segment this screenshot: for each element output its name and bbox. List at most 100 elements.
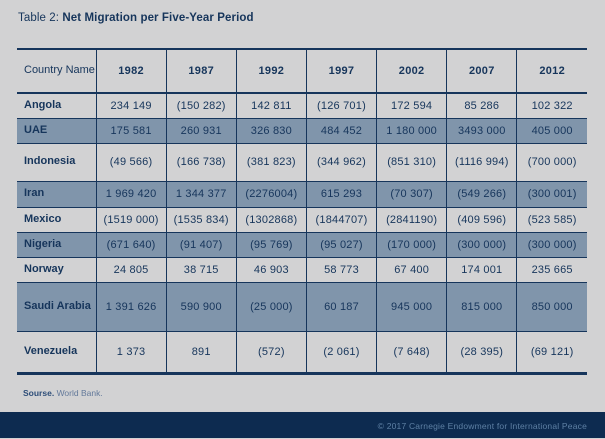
- value-cell: (300 000): [516, 232, 587, 257]
- value-cell: (2841190): [376, 207, 447, 232]
- country-name-cell: UAE: [24, 123, 48, 136]
- value-cell: (1302868): [235, 207, 307, 232]
- table-title-prefix: Table 2:: [18, 12, 63, 24]
- value-cell: 850 000: [516, 282, 587, 331]
- source-label: Sourse.: [23, 388, 55, 398]
- value-cell: 60 187: [305, 282, 377, 331]
- country-name-cell: Angola: [24, 99, 62, 112]
- value-cell: (300 001): [516, 181, 587, 207]
- value-cell: (95 027): [305, 232, 377, 257]
- value-cell: 175 581: [95, 118, 167, 143]
- country-name-cell: Iran: [24, 187, 45, 200]
- copyright-text: © 2017 Carnegie Endowment for Internatio…: [377, 421, 587, 431]
- value-cell: 142 811: [235, 93, 307, 118]
- table-row: Angola 234 149 (150 282) 142 811 (126 701) 17…: [17, 93, 587, 118]
- value-cell: (851 310): [376, 143, 447, 181]
- country-name-cell: Nigeria: [24, 237, 62, 250]
- value-cell: 3493 000: [446, 118, 517, 143]
- value-cell: (523 585): [516, 207, 587, 232]
- column-header-year: 1987: [165, 49, 237, 93]
- value-cell: (549 266): [446, 181, 517, 207]
- value-cell: (49 566): [95, 143, 167, 181]
- value-cell: (91 407): [165, 232, 237, 257]
- value-cell: 172 594: [376, 93, 447, 118]
- table-header: Country Name 1982 1987 1992 1997 2002 2007 2012: [17, 49, 587, 93]
- value-cell: (170 000): [376, 232, 447, 257]
- column-header-year: 1982: [95, 49, 167, 93]
- value-cell: 484 452: [305, 118, 377, 143]
- value-cell: 46 903: [235, 257, 307, 282]
- country-name-cell: Saudi Arabia: [24, 299, 91, 312]
- value-cell: 38 715: [165, 257, 237, 282]
- value-cell: 1 969 420: [95, 181, 167, 207]
- value-cell: 615 293: [305, 181, 377, 207]
- net-migration-table: Country Name 1982 1987 1992 1997 2002 2007 2012…: [17, 48, 587, 375]
- value-cell: (700 000): [516, 143, 587, 181]
- value-cell: 235 665: [516, 257, 587, 282]
- column-header-year: 1997: [305, 49, 377, 93]
- value-cell: (381 823): [235, 143, 307, 181]
- value-cell: 260 931: [165, 118, 237, 143]
- value-cell: (1116 994): [446, 143, 517, 181]
- table-row: Venezuela 1 373 891 (572) (2 061) (7 648) (28 …: [17, 331, 587, 373]
- value-cell: (671 640): [95, 232, 167, 257]
- country-name-cell: Norway: [24, 262, 64, 275]
- value-cell: (2 061): [305, 331, 377, 373]
- country-name-cell: Indonesia: [24, 155, 76, 168]
- value-cell: (2276004): [235, 181, 307, 207]
- value-cell: (95 769): [235, 232, 307, 257]
- column-header-country: Country Name: [24, 64, 95, 77]
- value-cell: (300 000): [446, 232, 517, 257]
- value-cell: (166 738): [165, 143, 237, 181]
- footer-bar: © 2017 Carnegie Endowment for Internatio…: [0, 412, 605, 438]
- value-cell: (344 962): [305, 143, 377, 181]
- value-cell: (1535 834): [165, 207, 237, 232]
- table-title-text: Net Migration per Five-Year Period: [62, 12, 254, 24]
- value-cell: 174 001: [446, 257, 517, 282]
- country-name-cell: Venezuela: [24, 344, 78, 357]
- value-cell: (1519 000): [95, 207, 167, 232]
- value-cell: (28 395): [446, 331, 517, 373]
- value-cell: (409 596): [446, 207, 517, 232]
- column-header-year: 2002: [376, 49, 447, 93]
- value-cell: (1844707): [305, 207, 377, 232]
- value-cell: 102 322: [516, 93, 587, 118]
- value-cell: 891: [165, 331, 237, 373]
- value-cell: 1 180 000: [376, 118, 447, 143]
- value-cell: 1 391 626: [95, 282, 167, 331]
- country-name-cell: Mexico: [24, 212, 62, 225]
- value-cell: 326 830: [235, 118, 307, 143]
- value-cell: 815 000: [446, 282, 517, 331]
- table-row: Iran 1 969 420 1 344 377 (2276004) 615 293 (7…: [17, 181, 587, 207]
- column-header-year: 2012: [516, 49, 587, 93]
- value-cell: (69 121): [516, 331, 587, 373]
- table-row: Saudi Arabia 1 391 626 590 900 (25 000) 60 1…: [17, 282, 587, 331]
- value-cell: 590 900: [165, 282, 237, 331]
- value-cell: 67 400: [376, 257, 447, 282]
- value-cell: (7 648): [376, 331, 447, 373]
- table-row: Indonesia (49 566) (166 738) (381 823) (344 …: [17, 143, 587, 181]
- value-cell: (70 307): [376, 181, 447, 207]
- value-cell: 234 149: [95, 93, 167, 118]
- value-cell: 1 373: [95, 331, 167, 373]
- table-row: UAE 175 581 260 931 326 830 484 452 1 180 000…: [17, 118, 587, 143]
- value-cell: (150 282): [165, 93, 237, 118]
- table-row: Norway 24 805 38 715 46 903 58 773 67 400 174 …: [17, 257, 587, 282]
- value-cell: (126 701): [305, 93, 377, 118]
- value-cell: (25 000): [235, 282, 307, 331]
- value-cell: (572): [235, 331, 307, 373]
- table-row: Mexico (1519 000) (1535 834) (1302868) (1844…: [17, 207, 587, 232]
- source-text: World Bank.: [56, 388, 103, 398]
- table-header-row: Country Name 1982 1987 1992 1997 2002 2007 2012: [17, 49, 587, 93]
- value-cell: 24 805: [95, 257, 167, 282]
- table-title: Table 2: Net Migration per Five-Year Per…: [18, 12, 254, 24]
- value-cell: 945 000: [376, 282, 447, 331]
- value-cell: 58 773: [305, 257, 377, 282]
- source-note: Sourse. World Bank.: [23, 388, 103, 398]
- column-header-year: 2007: [446, 49, 517, 93]
- value-cell: 85 286: [446, 93, 517, 118]
- value-cell: 1 344 377: [165, 181, 237, 207]
- table-row: Nigeria (671 640) (91 407) (95 769) (95 027)…: [17, 232, 587, 257]
- value-cell: 405 000: [516, 118, 587, 143]
- column-header-year: 1992: [235, 49, 307, 93]
